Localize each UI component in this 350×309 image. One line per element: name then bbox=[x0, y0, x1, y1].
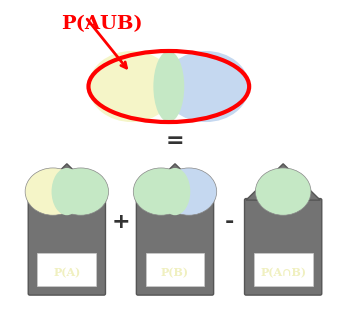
Text: P(A): P(A) bbox=[53, 267, 80, 278]
FancyBboxPatch shape bbox=[245, 199, 322, 295]
Bar bbox=[146, 253, 204, 286]
Ellipse shape bbox=[256, 168, 311, 215]
Text: =: = bbox=[166, 131, 184, 150]
Ellipse shape bbox=[51, 168, 82, 215]
Ellipse shape bbox=[161, 168, 217, 215]
Ellipse shape bbox=[160, 168, 190, 215]
Ellipse shape bbox=[89, 51, 175, 122]
Text: -: - bbox=[224, 213, 234, 232]
FancyBboxPatch shape bbox=[28, 199, 105, 295]
Polygon shape bbox=[138, 164, 212, 200]
Ellipse shape bbox=[133, 168, 189, 215]
Polygon shape bbox=[30, 164, 104, 200]
Polygon shape bbox=[246, 164, 320, 200]
FancyBboxPatch shape bbox=[136, 199, 214, 295]
Bar bbox=[254, 253, 313, 286]
Bar bbox=[37, 253, 96, 286]
Ellipse shape bbox=[153, 51, 184, 122]
Text: P(B): P(B) bbox=[161, 267, 189, 278]
Ellipse shape bbox=[53, 168, 108, 215]
Text: P(AUB): P(AUB) bbox=[61, 15, 142, 33]
Text: +: + bbox=[112, 213, 130, 232]
Ellipse shape bbox=[25, 168, 81, 215]
Text: P(A∩B): P(A∩B) bbox=[260, 267, 306, 278]
Ellipse shape bbox=[163, 51, 249, 122]
